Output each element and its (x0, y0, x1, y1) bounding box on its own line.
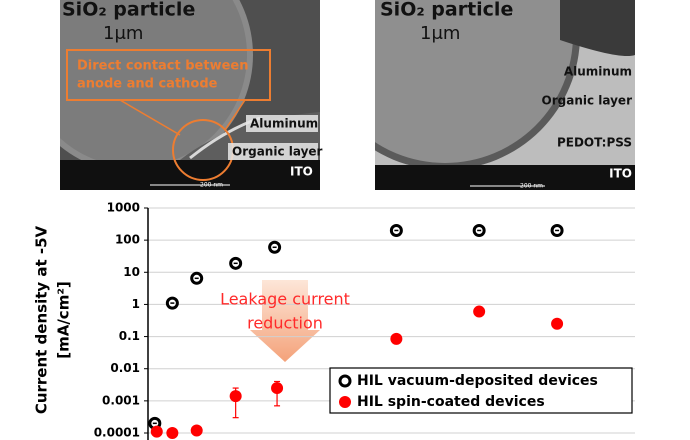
layer-label: ITO (290, 165, 313, 179)
size-label: 1μm (420, 23, 460, 44)
legend-box (329, 367, 633, 414)
sem-image-left (60, 0, 320, 190)
annotation: Leakage current (220, 290, 350, 309)
y-tick-label: 100 (115, 233, 140, 247)
y-tick-label: 1000 (107, 201, 140, 215)
callout-line (224, 99, 246, 131)
y-tick-label: 0.01 (110, 361, 140, 375)
annotation: reduction (247, 314, 323, 333)
particle-label: SiO₂ particle (62, 0, 195, 21)
layer-label: Aluminum (564, 65, 632, 79)
layer-label: Organic layer (542, 94, 633, 108)
legend-label: HIL spin-coated devices (357, 394, 545, 410)
callout-box (66, 49, 271, 101)
data-point (271, 382, 284, 395)
data-point (473, 305, 486, 318)
layer-label: PEDOT:PSS (557, 136, 632, 150)
scale-bar-label: 200 nm (200, 182, 223, 189)
y-tick-label: 0.0001 (94, 426, 140, 440)
label-bg (246, 115, 318, 132)
layer-label: Organic layer (232, 145, 323, 159)
data-point (229, 390, 242, 403)
y-tick-label: 0.1 (119, 329, 140, 343)
callout-line (119, 99, 181, 136)
legend-marker (339, 396, 351, 408)
y-axis-label: Current density at -5V (33, 225, 51, 414)
arrow (250, 280, 320, 362)
data-point (190, 424, 203, 437)
y-tick-label: 1 (132, 297, 140, 311)
data-point (166, 427, 179, 439)
data-point (390, 332, 403, 345)
scale-bar-label: 200 nm (520, 183, 543, 190)
legend-label: HIL vacuum-deposited devices (357, 373, 598, 389)
y-tick-label: 0.001 (102, 393, 140, 407)
y-tick-label: 10 (123, 265, 140, 279)
callout-text: Direct contact between (77, 59, 248, 74)
sem-image-right (375, 0, 635, 190)
legend-marker (338, 374, 352, 388)
layer-label: ITO (609, 167, 632, 181)
y-axis-label: [mA/cm²] (55, 281, 73, 359)
size-label: 1μm (103, 23, 143, 44)
particle-label: SiO₂ particle (380, 0, 513, 21)
label-bg (228, 143, 318, 160)
layer-label: Aluminum (250, 117, 318, 131)
data-point (551, 317, 564, 330)
callout-text: anode and cathode (77, 77, 218, 92)
data-point (150, 425, 163, 438)
